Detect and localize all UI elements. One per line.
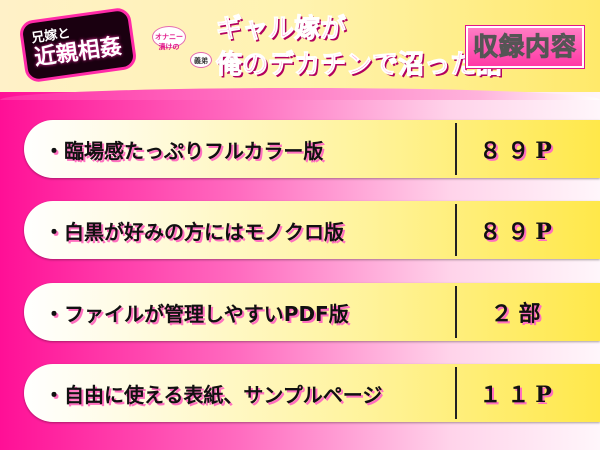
series-logo: 兄嫁と 近親相姦 — [18, 6, 138, 84]
divider — [455, 367, 457, 419]
row-label: ・白黒が好みの方にはモノクロ版 — [44, 219, 344, 244]
speech-bubble: 義弟 — [190, 52, 212, 68]
divider — [455, 123, 457, 175]
content-row: ・ファイルが管理しやすいPDF版 ２部 — [24, 283, 600, 341]
title-line2: 俺のデカチンで沼った話 — [215, 50, 503, 81]
row-label: ・ファイルが管理しやすいPDF版 — [44, 301, 349, 326]
content-row: ・白黒が好みの方にはモノクロ版 ８９P — [24, 201, 600, 259]
row-value: ２部 — [490, 301, 547, 327]
divider — [455, 204, 457, 256]
header: 兄嫁と 近親相姦 オナニー漬けの 義弟 ギャル嫁が 俺のデカチンで沼った話 収録… — [0, 0, 600, 100]
divider — [455, 286, 457, 338]
row-value: ８９P — [479, 138, 558, 164]
title-logo: オナニー漬けの 義弟 ギャル嫁が 俺のデカチンで沼った話 — [150, 8, 503, 81]
contents-badge: 収録内容 — [466, 26, 584, 68]
row-value: ８９P — [479, 219, 558, 245]
row-label: ・自由に使える表紙、サンプルページ — [44, 382, 383, 407]
content-row: ・臨場感たっぷりフルカラー版 ８９P — [24, 120, 600, 178]
row-value: １１P — [479, 382, 558, 408]
row-label: ・臨場感たっぷりフルカラー版 — [44, 138, 324, 163]
content-row: ・自由に使える表紙、サンプルページ １１P — [24, 364, 600, 422]
title-line1: ギャル嫁が — [215, 14, 347, 45]
speech-bubble: オナニー漬けの — [152, 26, 186, 51]
